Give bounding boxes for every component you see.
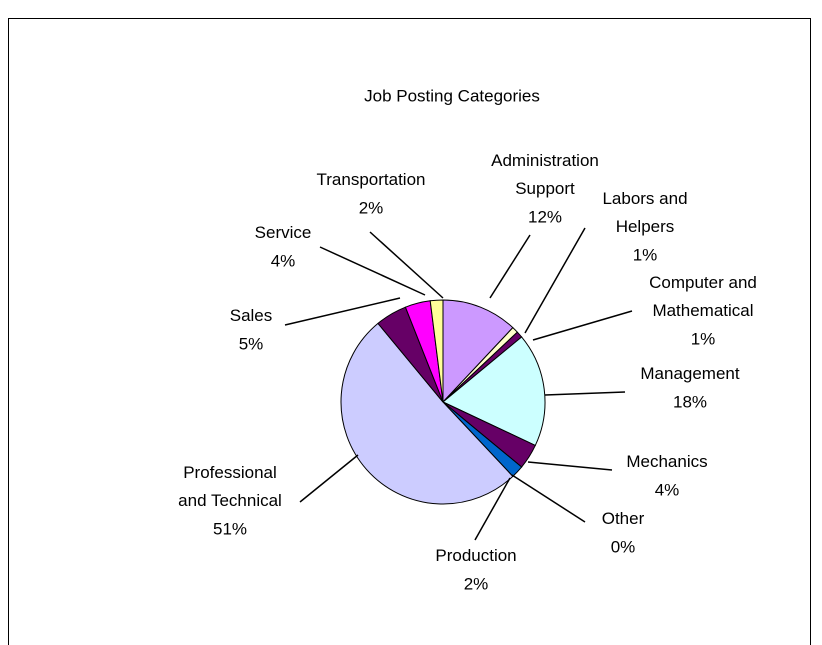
slice-label-line: Transportation <box>317 170 426 189</box>
leader-line <box>369 231 444 299</box>
slice-label: Production <box>435 546 516 565</box>
slice-label: Transportation <box>317 170 426 189</box>
leader-line <box>544 391 626 396</box>
slice-label-line: Computer and <box>649 273 757 292</box>
leader-line <box>299 454 359 503</box>
slice-value-label: 12% <box>528 207 562 226</box>
slice-label-line: and Technical <box>178 491 282 510</box>
slice-label: Other <box>602 509 645 528</box>
slice-value-label: 1% <box>633 245 658 264</box>
slice-label-line: Service <box>255 223 312 242</box>
slice-value-label: 4% <box>271 251 296 270</box>
leader-line <box>524 227 586 334</box>
chart-frame <box>8 18 811 645</box>
slice-value-label: 1% <box>691 329 716 348</box>
slice-label-line: Mechanics <box>626 452 707 471</box>
slice-label-line: Helpers <box>616 217 675 236</box>
slice-value-label: 4% <box>655 480 680 499</box>
pie-slice <box>442 299 514 404</box>
slice-label-line: Other <box>602 509 645 528</box>
pie-slice <box>340 322 514 505</box>
slice-value-label: 0% <box>611 537 636 556</box>
slice-label-line: Support <box>515 179 575 198</box>
leader-line <box>319 246 426 296</box>
slice-label: Labors and Helpers <box>602 189 687 236</box>
leader-line <box>527 461 613 471</box>
slice-label: Professional and Technical <box>178 463 282 510</box>
pie-slice <box>429 299 444 403</box>
slice-label-line: Mathematical <box>652 301 753 320</box>
leader-line <box>532 310 633 341</box>
slice-label-line: Labors and <box>602 189 687 208</box>
slice-label: Mechanics <box>626 452 707 471</box>
chart-title: Job Posting Categories <box>364 86 540 105</box>
leader-line <box>284 297 401 326</box>
leader-line <box>511 474 586 523</box>
slice-label: Service <box>255 223 312 242</box>
slice-label: Management <box>640 364 740 383</box>
leader-line <box>489 234 531 299</box>
slice-value-label: 51% <box>213 519 247 538</box>
slice-value-label: 2% <box>464 574 489 593</box>
slice-label: Administration Support <box>491 151 599 198</box>
slice-label-line: Sales <box>230 306 273 325</box>
slice-value-label: 5% <box>239 334 264 353</box>
pie-slice <box>442 336 546 447</box>
slice-value-label: 18% <box>673 392 707 411</box>
slice-label-line: Administration <box>491 151 599 170</box>
slice-label: Sales <box>230 306 273 325</box>
slice-label: Computer and Mathematical <box>649 273 757 320</box>
slice-value-label: 2% <box>359 198 384 217</box>
slice-label-line: Production <box>435 546 516 565</box>
leader-line <box>474 477 511 541</box>
slice-label-line: Professional <box>183 463 277 482</box>
slice-label-line: Management <box>640 364 740 383</box>
